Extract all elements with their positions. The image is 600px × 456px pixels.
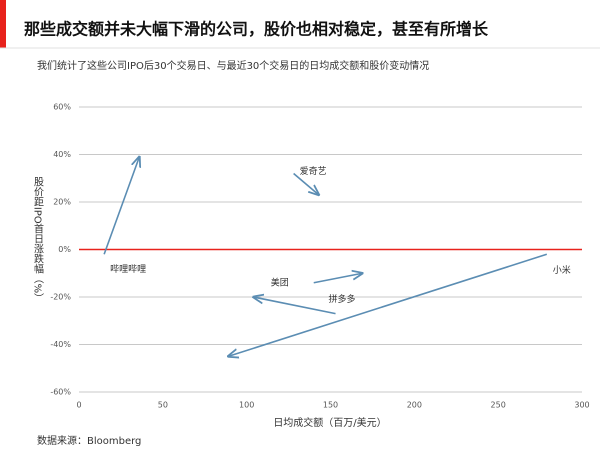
x-tick-label: 50 (158, 401, 168, 410)
subtitle: 我们统计了这些公司IPO后30个交易日、与最近30个交易日的日均成交额和股价变动… (37, 59, 429, 72)
y-tick-label: -20% (50, 293, 71, 302)
point-label: 小米 (553, 264, 571, 276)
x-tick-label: 0 (76, 401, 81, 410)
arrow (313, 273, 363, 284)
x-axis-label: 日均成交额（百万/美元） (273, 416, 386, 429)
arrow (103, 157, 139, 255)
point-label: 爱奇艺 (300, 165, 327, 177)
y-tick-label: 60% (53, 103, 71, 112)
y-axis-label: 股价距IPO首日涨跌幅（%） (32, 177, 44, 304)
header-bar (0, 0, 6, 48)
arrow (253, 297, 336, 315)
y-tick-label: 20% (53, 198, 71, 207)
arrow (228, 253, 548, 356)
source: 数据来源：Bloomberg (37, 434, 141, 447)
x-tick-label: 100 (239, 401, 254, 410)
x-tick-label: 250 (491, 401, 506, 410)
arrow (293, 172, 319, 195)
x-tick-label: 200 (407, 401, 422, 410)
y-tick-label: -60% (50, 388, 71, 397)
point-label: 哔哩哔哩 (110, 264, 146, 275)
point-label: 美团 (271, 276, 289, 288)
y-tick-label: -40% (50, 340, 71, 349)
title: 那些成交额并未大幅下滑的公司，股价也相对稳定，甚至有所增长 (24, 20, 489, 39)
y-tick-label: 40% (53, 150, 71, 159)
y-tick-label: 0% (58, 245, 71, 254)
x-tick-label: 150 (323, 401, 338, 410)
point-label: 拼多多 (329, 293, 356, 305)
x-tick-label: 300 (574, 401, 589, 410)
